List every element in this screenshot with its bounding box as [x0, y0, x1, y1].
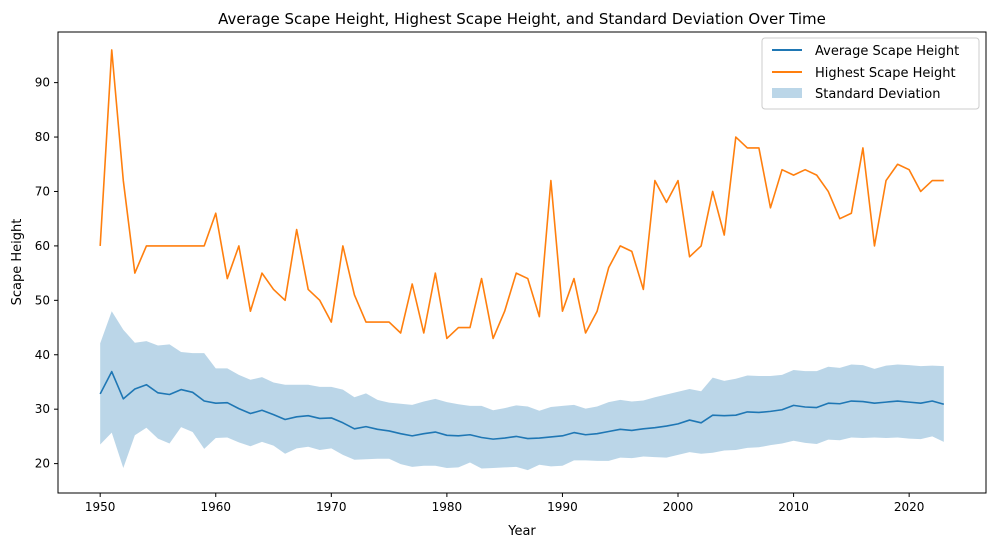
x-tick-label: 1960 — [200, 500, 231, 514]
x-tick-label: 1970 — [316, 500, 347, 514]
y-tick-label: 30 — [35, 402, 50, 416]
series-line-average — [99, 370, 945, 440]
x-tick-label: 2010 — [778, 500, 809, 514]
series-line-highest — [99, 49, 944, 340]
x-tick-label: 1950 — [85, 500, 116, 514]
legend-swatch-std — [772, 88, 802, 98]
legend-label-average: Average Scape Height — [815, 44, 959, 59]
plot-frame — [57, 31, 987, 494]
legend-label-highest: Highest Scape Height — [815, 66, 956, 81]
y-axis: 20 30 40 50 60 70 80 90 — [35, 76, 58, 471]
legend-box — [761, 37, 980, 110]
series-lines-layer — [99, 49, 945, 440]
x-axis: 1950 1960 1970 1980 1990 2000 2010 2020 — [85, 493, 925, 514]
y-axis-title: Scape Height — [10, 219, 25, 306]
x-axis-title: Year — [507, 524, 536, 539]
x-tick-label: 1990 — [547, 500, 578, 514]
y-tick-label: 90 — [35, 76, 50, 90]
x-tick-label: 1980 — [432, 500, 463, 514]
y-tick-label: 80 — [35, 130, 50, 144]
std-band-layer — [100, 311, 944, 471]
x-tick-label: 2020 — [894, 500, 925, 514]
y-tick-label: 70 — [35, 184, 50, 198]
chart-title: Average Scape Height, Highest Scape Heig… — [218, 10, 826, 28]
legend-label-std: Standard Deviation — [815, 87, 940, 102]
y-tick-label: 60 — [35, 239, 50, 253]
y-tick-label: 40 — [35, 348, 50, 362]
legend: Average Scape Height Highest Scape Heigh… — [761, 37, 980, 110]
x-tick-label: 2000 — [663, 500, 694, 514]
y-tick-label: 50 — [35, 293, 50, 307]
y-tick-label: 20 — [35, 457, 50, 471]
std-band — [100, 311, 944, 471]
